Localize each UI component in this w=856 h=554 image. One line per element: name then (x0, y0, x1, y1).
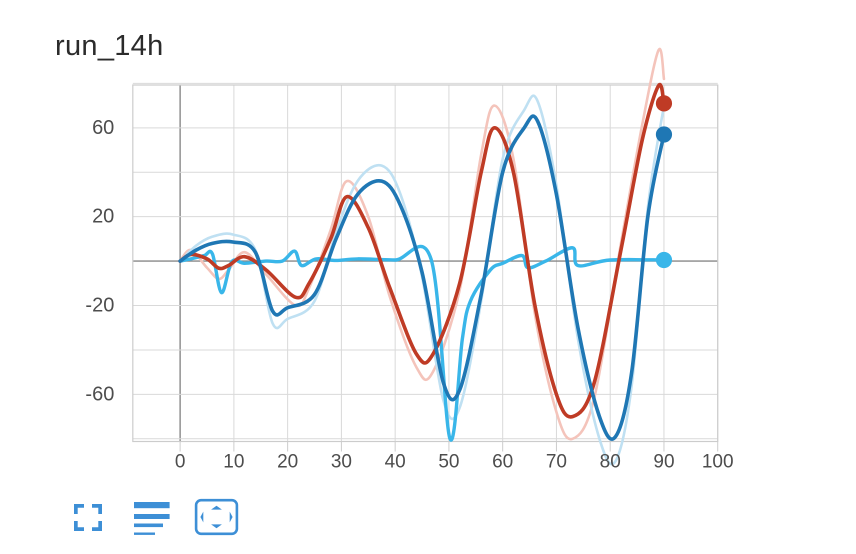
svg-text:-20: -20 (85, 295, 114, 317)
svg-text:30: 30 (331, 452, 352, 473)
svg-text:90: 90 (653, 452, 674, 473)
svg-text:60: 60 (492, 452, 513, 473)
svg-text:100: 100 (702, 452, 734, 473)
svg-text:20: 20 (92, 206, 114, 228)
svg-text:0: 0 (175, 452, 186, 473)
svg-text:60: 60 (92, 117, 114, 139)
svg-text:70: 70 (546, 452, 567, 473)
svg-text:40: 40 (385, 452, 406, 473)
svg-text:20: 20 (277, 452, 298, 473)
svg-text:10: 10 (223, 452, 244, 473)
svg-text:-60: -60 (85, 383, 114, 405)
svg-text:80: 80 (600, 452, 621, 473)
svg-text:50: 50 (438, 452, 459, 473)
